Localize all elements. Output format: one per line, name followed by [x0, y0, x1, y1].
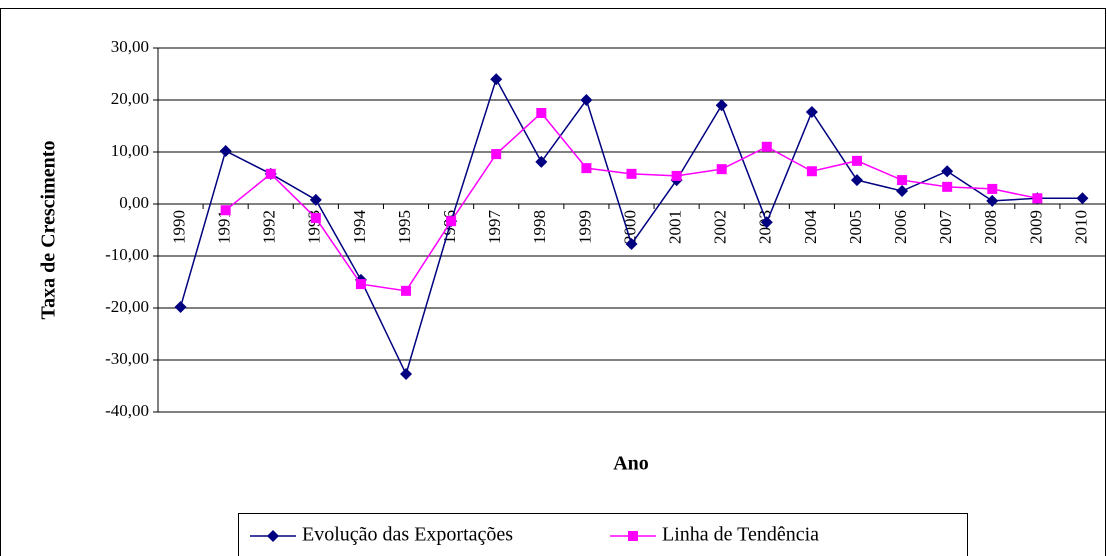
- x-tick-label: 2001: [666, 210, 685, 244]
- point: [1032, 193, 1043, 204]
- point: [490, 73, 503, 86]
- point: [941, 165, 954, 178]
- x-tick-label: 2003: [756, 210, 775, 244]
- point: [851, 155, 862, 166]
- point: [671, 170, 682, 181]
- point: [580, 94, 593, 106]
- point: [220, 205, 231, 216]
- x-tick-label: 2008: [981, 210, 1000, 244]
- series-line: [225, 111, 1038, 292]
- point: [805, 105, 818, 118]
- legend-marker: [628, 531, 638, 541]
- point: [535, 155, 548, 168]
- point: [897, 175, 908, 186]
- point: [400, 368, 413, 381]
- x-tick-label: 1997: [485, 210, 504, 245]
- x-tick-label: 2005: [846, 210, 865, 244]
- y-tick-label: -10,00: [105, 245, 149, 264]
- point: [761, 141, 772, 152]
- point: [309, 193, 322, 206]
- point: [446, 216, 457, 227]
- point: [265, 168, 276, 179]
- legend-box: [238, 513, 968, 556]
- point: [581, 163, 592, 174]
- y-tick-label: 10,00: [111, 141, 149, 160]
- x-tick-label: 2004: [801, 210, 820, 245]
- legend-label: Linha de Tendência: [662, 524, 819, 546]
- point: [536, 108, 547, 118]
- y-tick-label: 20,00: [111, 89, 149, 108]
- y-axis-title: Taxa de Crescimento: [38, 141, 60, 320]
- point: [986, 194, 999, 207]
- legend-marker: [267, 530, 279, 542]
- point: [850, 174, 863, 187]
- point: [401, 285, 412, 296]
- point: [716, 164, 727, 175]
- point: [987, 183, 998, 194]
- x-tick-label: 2009: [1026, 210, 1045, 244]
- chart-frame: [0, 8, 1106, 556]
- x-tick-label: 1999: [575, 210, 594, 244]
- point: [760, 216, 773, 229]
- x-tick-label: 2007: [936, 210, 955, 245]
- point: [310, 213, 321, 224]
- x-tick-label: 2000: [620, 210, 639, 244]
- y-tick-label: 0,00: [119, 193, 149, 212]
- point: [1076, 192, 1089, 205]
- x-tick-label: 2002: [711, 210, 730, 244]
- x-tick-label: 1994: [350, 210, 369, 245]
- y-tick-label: -40,00: [105, 401, 149, 420]
- point: [626, 168, 637, 179]
- y-tick-label: 30,00: [111, 37, 149, 56]
- x-tick-label: 1995: [395, 210, 414, 244]
- x-tick-label: 2010: [1071, 210, 1090, 244]
- point: [174, 300, 187, 313]
- point: [715, 99, 728, 112]
- x-tick-label: 1991: [215, 210, 234, 244]
- x-tick-label: 1992: [260, 210, 279, 244]
- legend-label: Evolução das Exportações: [302, 524, 513, 546]
- point: [355, 279, 366, 290]
- x-tick-label: 1990: [169, 210, 188, 244]
- point: [896, 185, 909, 197]
- point: [491, 149, 502, 160]
- point: [942, 181, 953, 192]
- y-tick-label: -20,00: [105, 297, 149, 316]
- point: [625, 238, 638, 251]
- x-tick-label: 1998: [530, 210, 549, 244]
- x-tick-label: 2006: [891, 210, 910, 244]
- point: [219, 144, 232, 157]
- x-axis-title: Ano: [613, 453, 649, 475]
- point: [806, 166, 817, 177]
- y-tick-label: -30,00: [105, 349, 149, 368]
